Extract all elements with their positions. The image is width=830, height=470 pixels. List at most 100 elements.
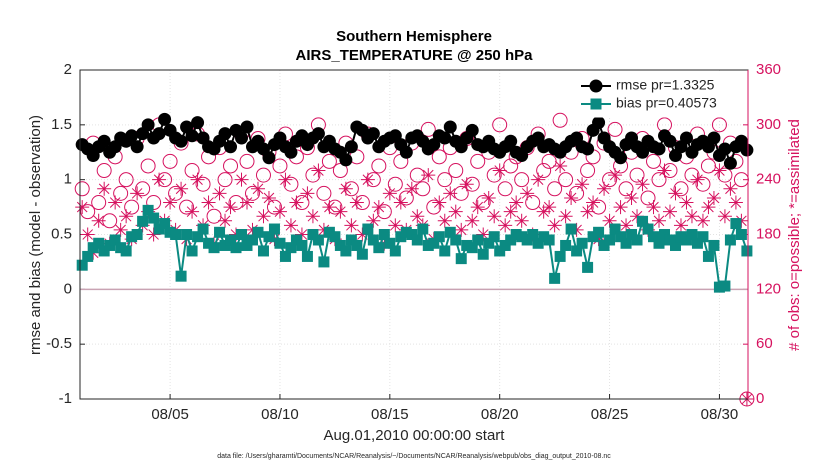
marker [503,204,518,219]
marker [684,167,700,183]
marker [208,242,220,254]
marker [257,245,269,257]
marker [109,234,121,246]
marker [272,204,287,219]
legend-box [575,72,747,118]
marker [339,153,353,167]
marker [163,195,178,210]
marker [614,151,628,165]
marker [289,195,304,210]
y2-tick-label: 360 [756,61,781,78]
marker [487,209,502,224]
marker [96,163,112,179]
marker [592,116,606,130]
marker [420,121,436,137]
marker [609,223,621,235]
marker [730,218,742,230]
marker [393,195,408,210]
marker [113,185,129,201]
marker [531,172,546,187]
marker [651,172,667,188]
marker [159,218,171,230]
marker [190,172,205,187]
marker [465,123,479,137]
marker [362,223,374,235]
marker [741,245,753,257]
marker [417,223,429,235]
marker [185,204,200,219]
x-tick-label: 08/25 [591,406,629,423]
marker [125,129,139,143]
marker [118,172,134,188]
marker [483,237,495,249]
marker [481,190,496,205]
marker [648,231,660,243]
marker [636,145,650,159]
marker [152,127,166,141]
marker [316,185,332,201]
x-tick-label: 08/10 [261,406,299,423]
legend-marker [590,98,602,110]
marker [142,204,154,216]
marker [218,213,233,228]
marker [387,176,403,192]
marker [223,158,239,174]
marker [448,204,463,219]
y-tick-label: -1 [59,390,72,407]
marker [602,213,617,228]
marker [279,250,291,262]
marker [597,181,612,196]
marker [201,195,216,210]
marker [398,190,414,206]
marker [580,163,596,179]
marker [360,172,375,187]
marker [520,186,535,201]
marker [558,172,574,188]
marker [197,223,209,235]
marker [158,112,172,126]
marker [130,140,144,154]
marker [75,200,90,215]
marker [470,200,485,215]
marker [174,181,189,196]
marker [108,195,123,210]
marker [373,242,385,254]
marker [735,229,747,240]
marker [459,177,474,192]
marker [723,181,738,196]
marker [604,234,616,246]
marker [509,195,524,210]
marker [448,163,464,179]
marker [443,186,458,201]
marker [283,176,299,192]
marker [691,237,703,249]
marker [679,131,693,145]
marker [410,209,425,224]
marker [719,280,731,292]
marker [311,163,326,178]
marker [301,250,313,262]
marker [404,181,419,196]
marker [224,140,238,154]
marker [465,213,480,228]
marker [137,215,149,227]
marker [296,239,308,251]
marker [695,213,710,228]
marker [186,245,198,257]
marker [234,172,249,187]
marker [569,185,585,201]
marker [225,234,237,246]
marker [274,237,286,249]
marker [312,234,324,246]
marker [388,218,403,233]
marker [371,158,387,174]
marker [498,218,513,233]
marker [470,153,486,169]
marker [717,167,733,183]
marker [652,213,667,228]
marker [300,186,315,201]
marker [444,226,456,238]
marker [450,234,462,246]
marker [673,218,688,233]
